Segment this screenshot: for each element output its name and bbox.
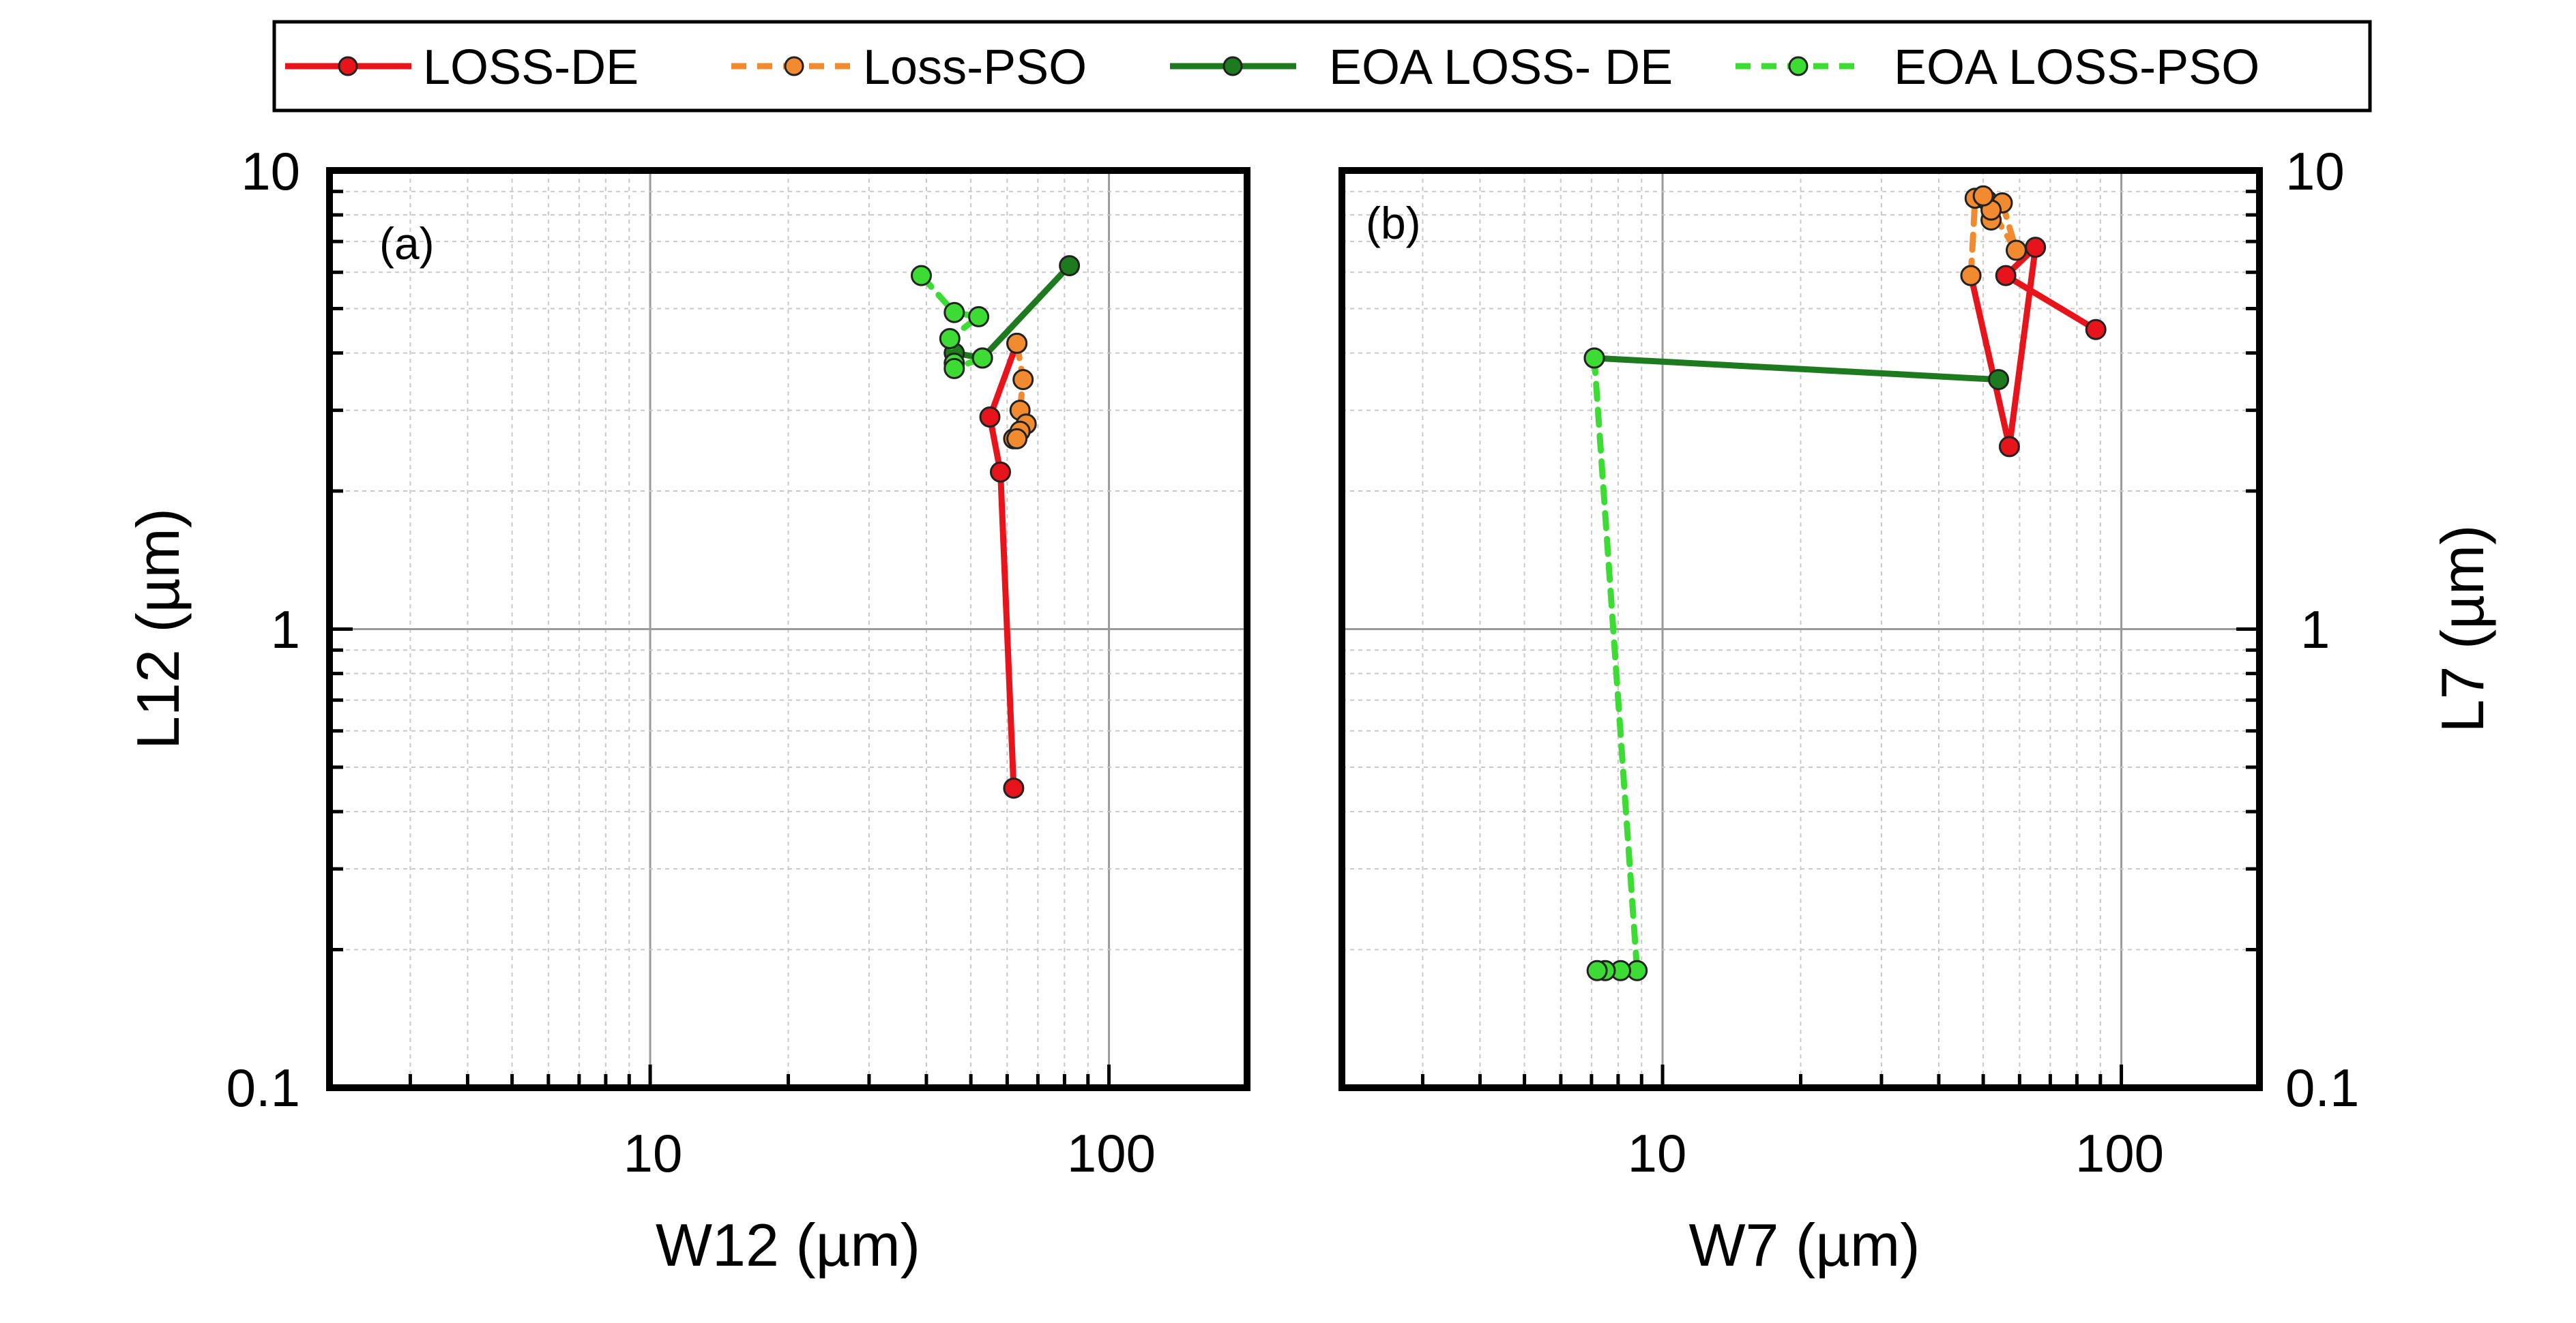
legend-marker-eoa_pso — [1788, 56, 1809, 76]
panel-a-point-loss_pso — [1006, 428, 1028, 449]
legend-marker-loss_pso — [784, 56, 804, 76]
panel-a-point-loss_de — [990, 461, 1011, 483]
panel-b-point-loss_de — [2085, 318, 2107, 340]
panel-a-y-title: L12 (µm) — [124, 508, 192, 749]
panel-b-point-loss_de — [2025, 237, 2047, 258]
legend-item-loss_de: LOSS-DE — [285, 40, 639, 95]
panel-b-point-loss_pso — [1960, 265, 1982, 286]
panel-b-x-tick-10: 10 — [1628, 1123, 1687, 1183]
panel-a-point-eoa_pso — [911, 265, 932, 286]
panel-b-line-eoa_de — [1591, 355, 2002, 383]
panel-b-y-tick-0.1: 0.1 — [2285, 1058, 2359, 1118]
legend: LOSS-DE Loss-PSO EOA LOSS- DE EOA LOSS-PSO — [272, 20, 2372, 113]
legend-label-eoa_de: EOA LOSS- DE — [1329, 40, 1673, 95]
panel-a-x-title: W12 (µm) — [656, 1211, 920, 1279]
legend-label-eoa_pso: EOA LOSS-PSO — [1894, 40, 2259, 95]
legend-items: LOSS-DE Loss-PSO EOA LOSS- DE EOA LOSS-PSO — [285, 40, 2259, 95]
legend-box — [272, 20, 2372, 113]
legend-item-loss_pso: Loss-PSO — [731, 40, 1087, 95]
panel-b-ticks — [1340, 168, 2262, 1090]
panel-b-point-eoa_pso — [1586, 960, 1608, 981]
panel-a-point-eoa_pso — [939, 328, 961, 349]
panel-a-point-loss_pso — [1012, 369, 1034, 391]
panel-a-label: (a) — [379, 218, 435, 269]
panel-a-series-loss_pso — [1003, 332, 1037, 449]
panel-a-ticks — [327, 168, 1249, 1090]
panel-b-point-loss_de — [1995, 265, 2017, 286]
panel-a-point-eoa_de — [1059, 255, 1081, 277]
panel-a-line-loss_de — [986, 340, 1021, 792]
panel-a-point-eoa_pso — [971, 347, 993, 369]
panel-a-series-eoa_pso — [911, 265, 993, 379]
panel-b-point-loss_pso — [1972, 185, 1994, 207]
legend-item-eoa_de: EOA LOSS- DE — [1170, 40, 1673, 95]
panel-a-x-tick-100: 100 — [1067, 1123, 1156, 1183]
panel-a-point-loss_de — [1003, 777, 1025, 799]
panel-b-point-loss_de — [1998, 436, 2020, 458]
panel-a-grid — [330, 170, 1247, 1088]
panel-a-point-eoa_pso — [968, 306, 990, 327]
panel-b-line-eoa_pso — [1591, 355, 1641, 974]
panel-b-grid — [1342, 170, 2259, 1088]
panel-b-series-loss_pso — [1960, 185, 2027, 286]
panel-a-x-tick-10: 10 — [624, 1123, 683, 1183]
legend-marker-eoa_de — [1223, 56, 1243, 76]
legend-label-loss_pso: Loss-PSO — [863, 40, 1087, 95]
panel-b-series-eoa_de — [1583, 347, 2010, 391]
panel-b-point-eoa_pso — [1583, 347, 1605, 369]
legend-label-loss_de: LOSS-DE — [423, 40, 639, 95]
panel-b-label: (b) — [1366, 198, 1421, 248]
panel-a-point-loss_pso — [1006, 332, 1028, 354]
panel-b-y-tick-10: 10 — [2285, 141, 2345, 201]
panel-a-point-eoa_pso — [943, 301, 965, 323]
panel-a-y-tick-0.1: 0.1 — [226, 1058, 300, 1118]
panel-b-point-eoa_de — [1988, 369, 2010, 391]
panel-b-x-tick-100: 100 — [2075, 1123, 2164, 1183]
legend-item-eoa_pso: EOA LOSS-PSO — [1736, 40, 2259, 95]
panel-b-series-eoa_pso — [1583, 347, 1648, 981]
panel-a: (a) 10 100 0.1 1 10 W12 (µm) L12 (µm) — [124, 141, 1250, 1279]
panel-a-point-loss_de — [979, 406, 1001, 428]
panel-b-point-loss_pso — [2006, 239, 2027, 261]
panel-a-y-tick-10: 10 — [241, 141, 300, 201]
panel-b-y-title: L7 (µm) — [2429, 525, 2496, 733]
panel-b: (b) 10 100 0.1 1 10 W7 (µm) L7 (µm) — [1338, 141, 2496, 1279]
panel-b-y-tick-1: 1 — [2300, 599, 2330, 659]
panel-a-series — [911, 255, 1081, 799]
panel-b-x-title: W7 (µm) — [1688, 1211, 1920, 1279]
legend-marker-loss_de — [338, 56, 358, 76]
panel-a-y-tick-1: 1 — [271, 599, 300, 659]
panel-b-series — [1583, 185, 2107, 981]
panel-a-point-eoa_pso — [943, 357, 965, 379]
